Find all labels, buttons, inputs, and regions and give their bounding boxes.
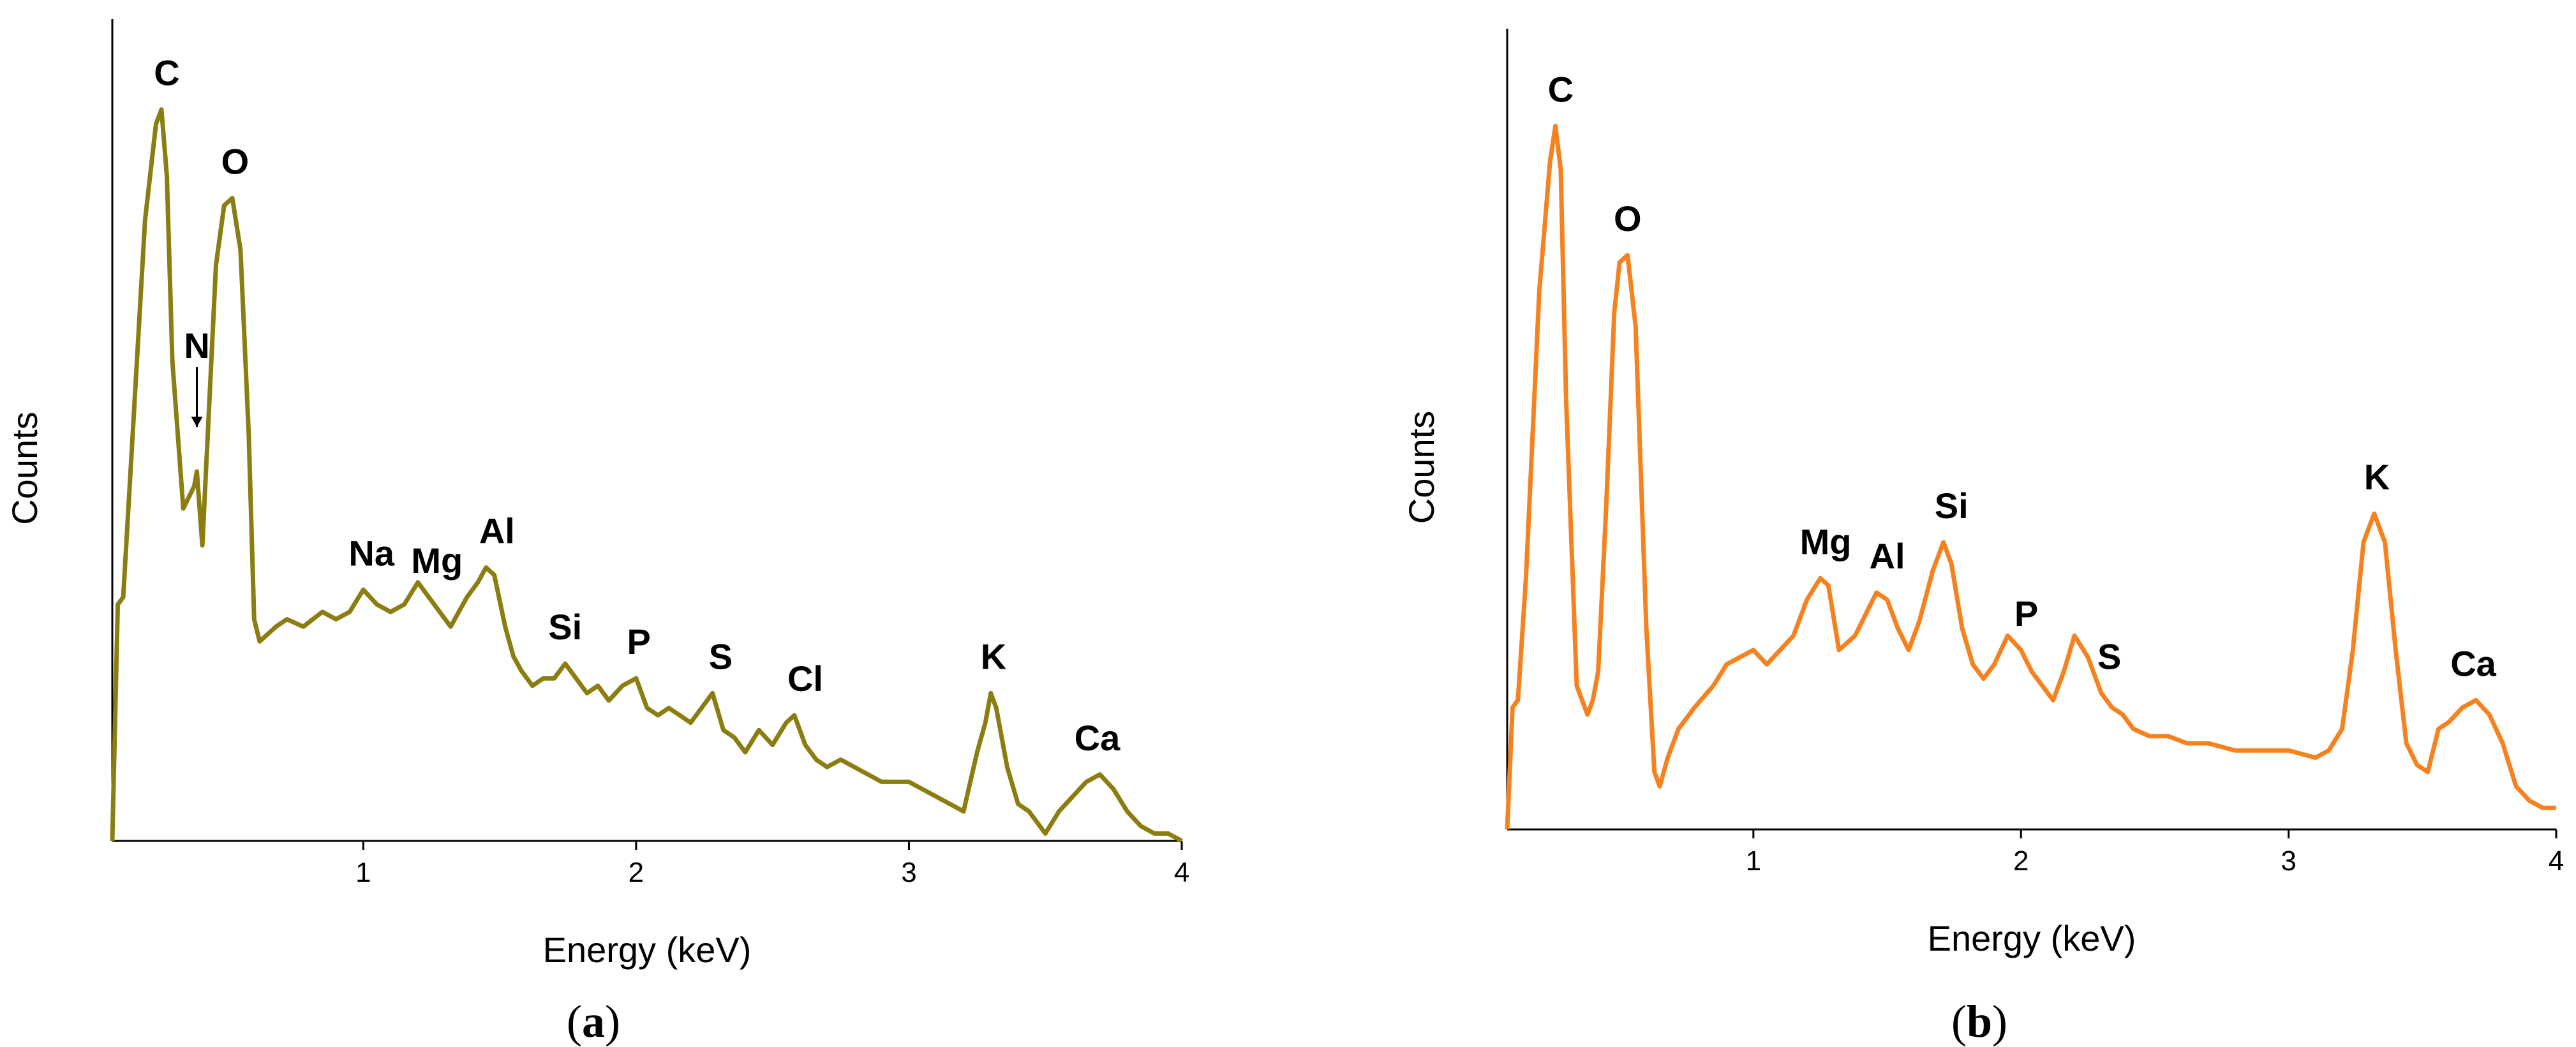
peak-label-c: C: [154, 53, 179, 93]
panel-label: (a): [567, 996, 620, 1047]
x-tick-label: 2: [2013, 845, 2029, 877]
peak-label-k: K: [981, 636, 1006, 676]
x-tick-label: 2: [629, 857, 644, 888]
peak-label-p: P: [2014, 593, 2038, 634]
y-axis-title: Counts: [1401, 411, 1441, 524]
peak-label-mg: Mg: [1800, 521, 1852, 561]
y-axis-title: Counts: [4, 412, 45, 524]
peak-label-al: Al: [1870, 536, 1905, 576]
panel-a: 1 2 3 4 Energy (keV) Counts C N O Na Mg Al Si P S Cl K Ca…: [4, 19, 1189, 1047]
peak-label-na: Na: [348, 533, 394, 573]
x-tick-label: 4: [1174, 857, 1189, 888]
peak-label-o: O: [221, 142, 249, 182]
x-tick-label: 3: [901, 857, 916, 888]
x-tick-label: 3: [2281, 845, 2296, 877]
panel-label: (b): [1951, 996, 2007, 1047]
peak-label-o: O: [1614, 198, 1642, 239]
n-arrow-head: [191, 417, 203, 427]
peak-label-k: K: [2364, 457, 2390, 497]
peak-label-si: Si: [548, 607, 582, 647]
peak-label-si: Si: [1935, 486, 1969, 526]
peak-label-c: C: [1548, 70, 1574, 110]
x-axis-title: Energy (keV): [543, 930, 752, 970]
peak-label-s: S: [709, 636, 733, 676]
peak-label-s: S: [2097, 636, 2121, 676]
peak-label-mg: Mg: [411, 540, 463, 581]
peak-label-al: Al: [479, 511, 515, 551]
spectrum-line: [1505, 124, 2556, 830]
peak-label-cl: Cl: [787, 658, 823, 699]
peak-label-ca: Ca: [2450, 644, 2496, 684]
x-tick-label: 1: [355, 857, 371, 888]
x-axis-title: Energy (keV): [1928, 918, 2136, 958]
peak-label-ca: Ca: [1075, 718, 1120, 758]
peak-label-n: N: [184, 325, 209, 366]
panel-b: 1 2 3 4 Energy (keV) Counts C O Mg Al Si P S K Ca (b): [1401, 29, 2564, 1047]
peak-label-p: P: [627, 621, 650, 662]
spectrum-line: [110, 107, 1183, 843]
x-tick-label: 1: [1746, 845, 1761, 877]
x-tick-label: 4: [2549, 845, 2564, 877]
